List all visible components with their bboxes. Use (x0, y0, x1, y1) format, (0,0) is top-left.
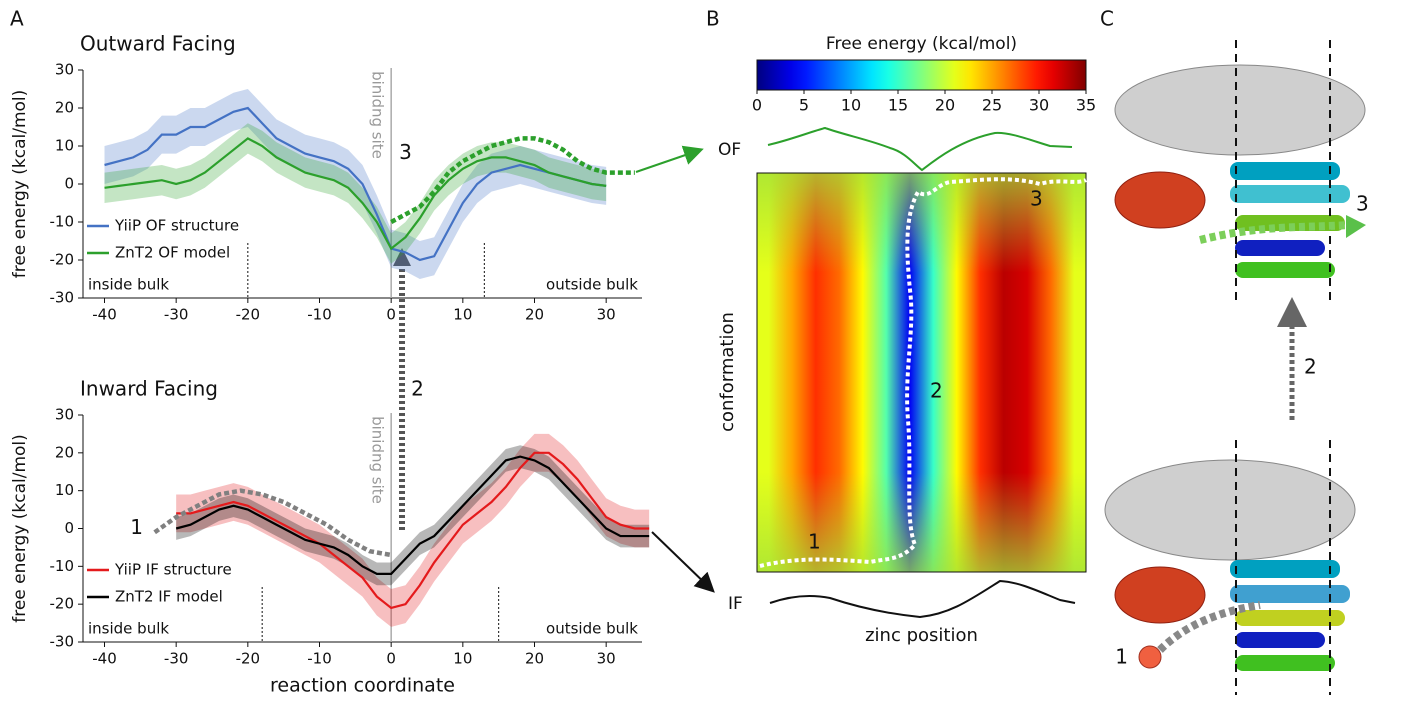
profile-label: IF (728, 594, 743, 614)
colorbar-tick-label: 20 (935, 96, 955, 115)
legend-label: YiiP OF structure (114, 217, 239, 235)
binding-site-label: binidng site (369, 71, 387, 159)
colorbar-title: Free energy (kcal/mol) (826, 34, 1017, 54)
colorbar-tick-label: 15 (888, 96, 908, 115)
colorbar-tick-label: 5 (799, 96, 809, 115)
x-tick-label: 20 (525, 650, 544, 668)
line (175, 455, 650, 575)
x-axis-label: zinc position (865, 625, 978, 646)
line (104, 106, 607, 262)
error-band (104, 123, 607, 264)
heatmap-fade (757, 173, 1086, 572)
legend-label: ZnT2 OF model (115, 244, 230, 262)
y-tick-label: -10 (50, 557, 75, 575)
path-label: 1 (808, 530, 821, 554)
inside-bulk-label: inside bulk (88, 276, 169, 294)
inside-bulk-label: inside bulk (88, 620, 169, 638)
line (104, 137, 607, 251)
of-profile (767, 126, 1073, 172)
x-tick-label: 0 (386, 650, 396, 668)
x-tick-label: -20 (236, 306, 261, 324)
y-tick-label: 0 (64, 175, 74, 193)
arrow (651, 531, 715, 593)
x-tick-label: 30 (597, 306, 616, 324)
if-profile (769, 579, 1076, 619)
y-tick-label: 20 (55, 99, 74, 117)
y-tick-label: -20 (50, 251, 75, 269)
colorbar-tick-label: 0 (752, 96, 762, 115)
x-axis-label: reaction coordinate (270, 675, 455, 697)
x-tick-label: -40 (92, 650, 117, 668)
panel-label: B (706, 7, 720, 31)
line (176, 451, 650, 610)
y-tick-label: -20 (50, 595, 75, 613)
heatmap-frame (756, 172, 1087, 573)
colorbar-tick-label: 25 (982, 96, 1002, 115)
y-tick-label: 0 (64, 519, 74, 537)
line (153, 488, 392, 558)
x-tick-label: -30 (164, 650, 189, 668)
binding-site-label: binidng site (369, 416, 387, 504)
y-tick-label: 30 (55, 406, 74, 424)
y-tick-label: 20 (55, 443, 74, 461)
error-band (104, 89, 607, 279)
error-band (176, 433, 650, 627)
panel-label: C (1100, 7, 1114, 31)
path-label: 3 (1030, 187, 1043, 211)
x-tick-label: 10 (453, 650, 472, 668)
outside-bulk-label: outside bulk (546, 276, 638, 294)
error-band (176, 445, 650, 586)
x-tick-label: 20 (525, 306, 544, 324)
legend-label: ZnT2 IF model (115, 588, 223, 606)
x-tick-label: -10 (307, 306, 332, 324)
step-label: 1 (1115, 645, 1128, 669)
chart-title: Inward Facing (80, 377, 218, 401)
colorbar-tick-label: 10 (841, 96, 861, 115)
x-tick-label: 10 (453, 306, 472, 324)
colorbar (756, 59, 1087, 91)
arrow-head (393, 248, 411, 266)
y-tick-label: -10 (50, 213, 75, 231)
y-axis-label: free energy (kcal/mol) (10, 90, 30, 279)
y-tick-label: 10 (55, 137, 74, 155)
colorbar-tick-label: 30 (1029, 96, 1049, 115)
legend-label: YiiP IF structure (114, 561, 232, 579)
panel-label: A (10, 7, 24, 31)
x-tick-label: -20 (236, 650, 261, 668)
y-tick-label: 10 (55, 481, 74, 499)
x-tick-label: 30 (597, 650, 616, 668)
colorbar-tick-label: 35 (1076, 96, 1096, 115)
profile-label: OF (718, 140, 741, 160)
min-path (759, 177, 1087, 568)
x-tick-label: -40 (92, 306, 117, 324)
y-tick-label: -30 (50, 289, 75, 307)
path-label: 2 (930, 379, 943, 403)
step-label: 3 (1356, 192, 1369, 216)
line (390, 136, 635, 224)
x-tick-label: -10 (307, 650, 332, 668)
protein-of (1114, 40, 1366, 300)
chart-title: Outward Facing (80, 32, 236, 56)
protein-if (1104, 440, 1356, 695)
step-label: 2 (1304, 355, 1317, 379)
step-label: 3 (399, 140, 412, 164)
arrow (635, 145, 704, 173)
y-axis-label: free energy (kcal/mol) (10, 434, 30, 623)
y-tick-label: -30 (50, 633, 75, 651)
outside-bulk-label: outside bulk (546, 620, 638, 638)
y-tick-label: 30 (55, 61, 74, 79)
arrow-label: 2 (411, 377, 424, 401)
y-axis-label: conformation (717, 312, 738, 432)
x-tick-label: 0 (386, 306, 396, 324)
step-label: 1 (130, 515, 143, 539)
x-tick-label: -30 (164, 306, 189, 324)
